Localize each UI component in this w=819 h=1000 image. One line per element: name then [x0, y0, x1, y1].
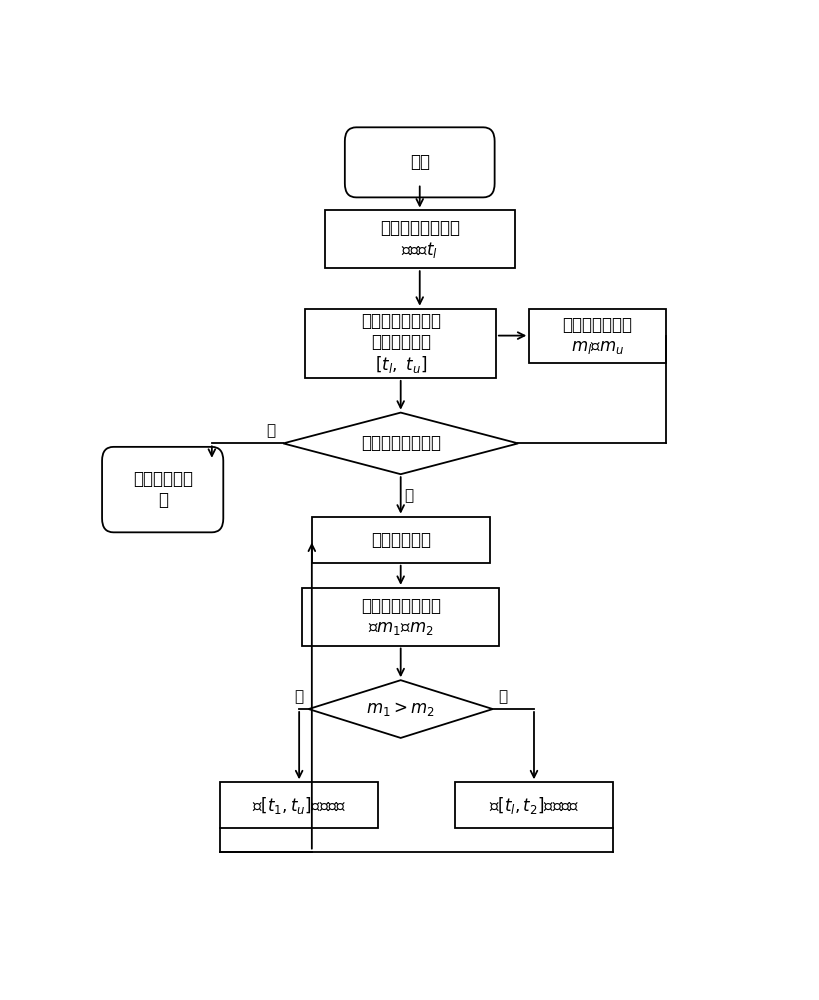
Text: 取$[t_1,t_u]$为新区间: 取$[t_1,t_u]$为新区间: [252, 795, 346, 816]
Bar: [312, 517, 490, 563]
Text: 否: 否: [405, 488, 414, 503]
Polygon shape: [283, 413, 518, 474]
Text: 取$[t_l,t_2]$为新区间: 取$[t_l,t_2]$为新区间: [489, 795, 579, 816]
Bar: [302, 588, 499, 646]
Text: 三等分该区间: 三等分该区间: [371, 531, 431, 549]
Text: 开始: 开始: [410, 153, 430, 171]
Text: 是: 是: [266, 423, 276, 438]
Text: 是: 是: [295, 689, 304, 704]
Text: 求解端点处燃耗
$m_l$和$m_u$: 求解端点处燃耗 $m_l$和$m_u$: [563, 316, 632, 356]
FancyBboxPatch shape: [345, 127, 495, 197]
Text: $m_1$$>$$m_2$: $m_1$$>$$m_2$: [366, 700, 435, 718]
Polygon shape: [309, 680, 493, 738]
Text: 否: 否: [498, 689, 507, 704]
Text: 求解等分点处的燃
耗$m_1$和$m_2$: 求解等分点处的燃 耗$m_1$和$m_2$: [360, 597, 441, 637]
Text: 得到全局最优
解: 得到全局最优 解: [133, 470, 192, 509]
Text: 结合任务需求确定
飞行时间区间
$[t_l,\ t_u]$: 结合任务需求确定 飞行时间区间 $[t_l,\ t_u]$: [360, 312, 441, 375]
Bar: [529, 309, 666, 363]
Text: 二分法确定最小飞
行时间$t_l$: 二分法确定最小飞 行时间$t_l$: [380, 219, 459, 260]
Text: 是否达到精度要求: 是否达到精度要求: [360, 434, 441, 452]
Bar: [324, 210, 515, 268]
FancyBboxPatch shape: [102, 447, 224, 532]
Bar: [455, 782, 613, 828]
Bar: [305, 309, 495, 378]
Bar: [219, 782, 378, 828]
